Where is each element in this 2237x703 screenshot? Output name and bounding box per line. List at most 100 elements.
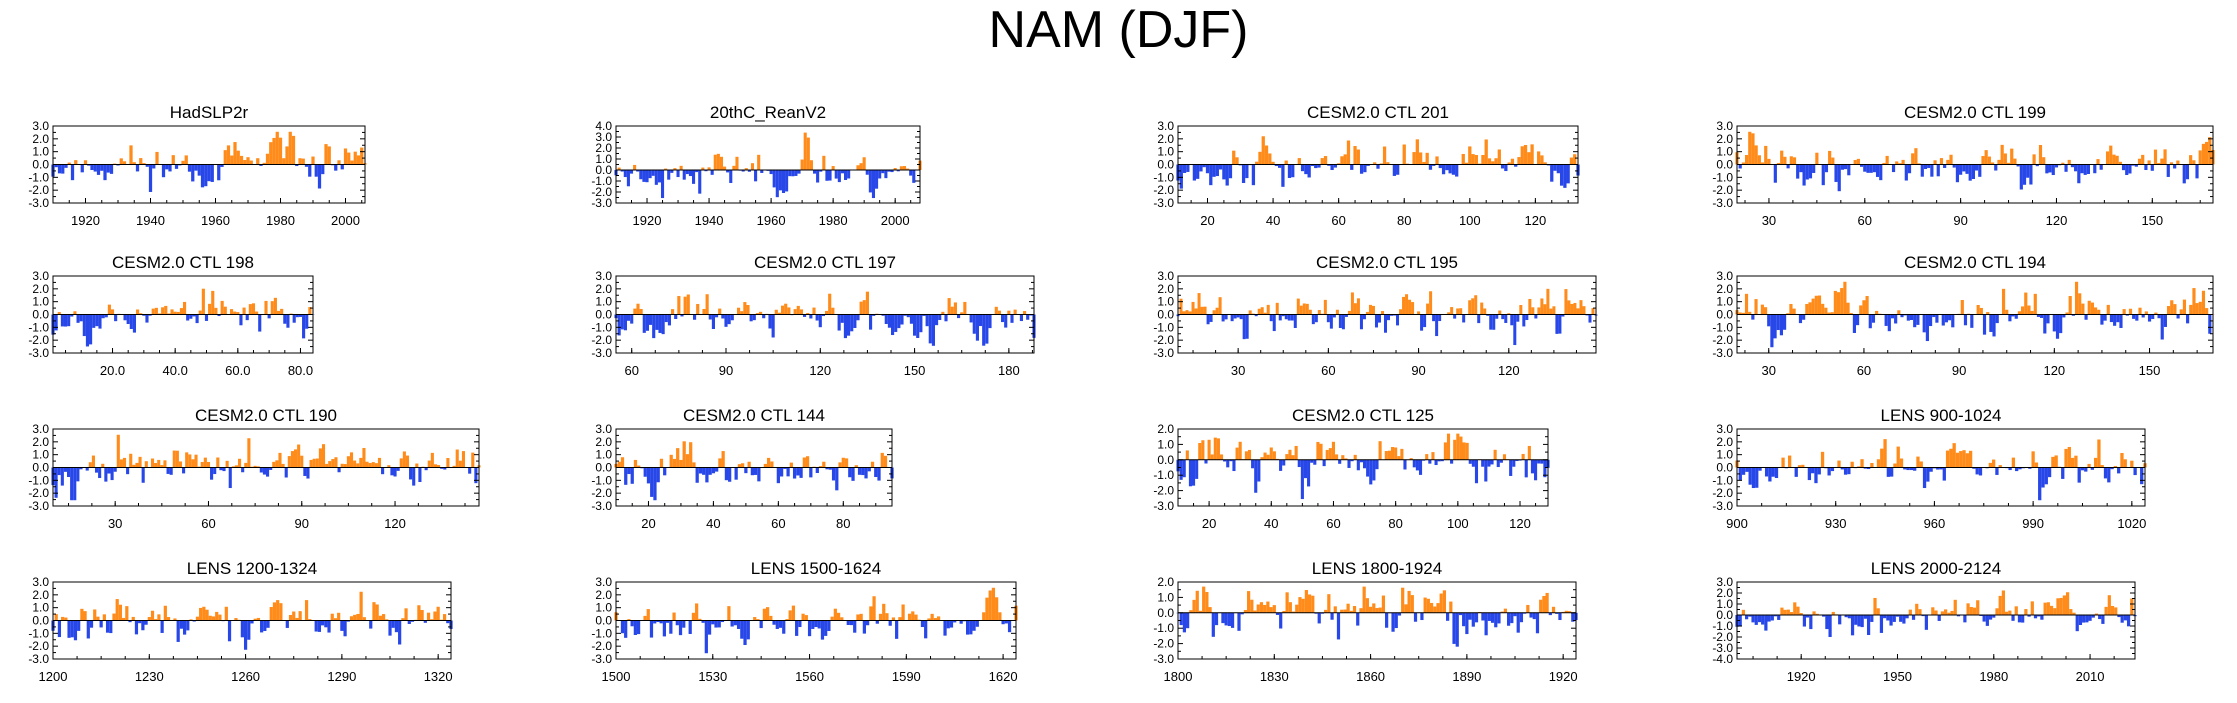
data-bar xyxy=(1419,460,1422,475)
data-bar xyxy=(1298,460,1301,467)
data-bar xyxy=(180,308,183,314)
data-bar xyxy=(266,154,269,165)
data-bar xyxy=(1226,165,1229,186)
data-bar xyxy=(718,621,721,628)
data-bar xyxy=(1910,315,1913,321)
data-bar xyxy=(1403,144,1406,164)
data-bar xyxy=(1516,315,1519,322)
y-tick-label: -3.0 xyxy=(1153,196,1174,210)
data-bar xyxy=(1196,165,1199,179)
x-tick-label: 1980 xyxy=(266,213,295,228)
data-bar xyxy=(969,621,972,635)
data-bar xyxy=(1327,594,1330,613)
data-bar xyxy=(406,456,409,468)
data-bar xyxy=(92,456,95,468)
data-bar xyxy=(1382,596,1385,613)
data-bar xyxy=(322,444,325,467)
panel-title: HadSLP2r xyxy=(170,103,249,122)
data-bar xyxy=(2094,307,2097,314)
data-bar xyxy=(1567,300,1570,314)
data-bar xyxy=(900,315,903,325)
data-bar xyxy=(1219,165,1222,170)
data-bar xyxy=(1401,588,1404,613)
data-bar xyxy=(1266,602,1269,613)
data-bar xyxy=(167,617,170,620)
data-bar xyxy=(116,599,119,620)
x-tick-label: 30 xyxy=(1231,363,1245,378)
panel-title: CESM2.0 CTL 197 xyxy=(754,253,896,272)
data-bar xyxy=(2124,459,2127,467)
data-bar xyxy=(1745,294,1748,315)
data-bar xyxy=(209,616,212,621)
data-bar xyxy=(1959,165,1962,175)
data-bar xyxy=(2011,615,2014,621)
data-bar xyxy=(728,468,731,482)
data-bar xyxy=(1870,615,1873,622)
data-bar xyxy=(1453,440,1456,460)
data-bar xyxy=(1788,456,1791,468)
data-bar xyxy=(1494,158,1497,164)
data-bar xyxy=(753,315,756,321)
panel-13: LENS 1500-16243.02.01.00.0-1.0-2.0-3.015… xyxy=(591,559,1017,684)
data-bar xyxy=(863,621,866,634)
data-bar xyxy=(838,315,841,331)
data-bar xyxy=(766,607,769,620)
y-tick-label: -3.0 xyxy=(28,652,49,666)
data-bar xyxy=(1413,460,1416,468)
panel-15: LENS 2000-21243.02.01.00.0-1.0-2.0-3.0-4… xyxy=(1712,559,2136,684)
data-bar xyxy=(1897,447,1900,468)
data-bar xyxy=(233,142,236,164)
data-bar xyxy=(1546,593,1549,613)
data-bar xyxy=(204,165,207,187)
data-bar xyxy=(832,468,835,481)
data-bar xyxy=(2071,458,2074,468)
data-bar xyxy=(1777,615,1780,620)
data-bar xyxy=(2205,308,2208,314)
data-bar xyxy=(1388,451,1391,460)
data-bar xyxy=(324,621,327,628)
data-bar xyxy=(468,468,471,474)
data-bar xyxy=(1742,468,1745,475)
data-bar xyxy=(1579,300,1582,314)
data-bar xyxy=(757,155,760,170)
data-bar xyxy=(305,600,308,620)
data-bar xyxy=(404,608,407,620)
data-bar xyxy=(97,165,100,175)
data-bar xyxy=(183,302,186,315)
x-tick-label: 1890 xyxy=(1452,669,1481,684)
data-bar xyxy=(911,611,914,620)
data-bar xyxy=(2033,154,2036,164)
data-bar xyxy=(1308,165,1311,178)
data-bar xyxy=(679,621,682,636)
data-bar xyxy=(1815,296,1818,315)
data-bar xyxy=(932,315,935,346)
data-bar xyxy=(1828,615,1831,637)
data-bar xyxy=(1994,165,1997,171)
data-bar xyxy=(1988,157,1991,165)
data-bar xyxy=(1324,156,1327,164)
data-bar xyxy=(173,451,176,468)
data-bar xyxy=(895,621,898,639)
data-bar xyxy=(860,163,863,170)
data-bar xyxy=(139,457,142,468)
data-bar xyxy=(446,458,449,468)
data-bar xyxy=(943,621,946,636)
data-bar xyxy=(2084,468,2087,472)
data-bar xyxy=(369,463,372,467)
data-bar xyxy=(1196,591,1199,613)
data-bar xyxy=(621,621,624,634)
data-bar xyxy=(2056,598,2059,615)
data-bar xyxy=(1427,599,1430,613)
data-bar xyxy=(241,621,244,638)
data-bar xyxy=(1225,613,1228,626)
data-bar xyxy=(1983,615,1986,622)
data-bar xyxy=(744,468,747,474)
data-bar xyxy=(372,462,375,467)
data-bar xyxy=(2120,453,2123,468)
data-bar xyxy=(1204,307,1207,315)
data-bar xyxy=(1001,621,1004,625)
data-bar xyxy=(111,309,114,314)
x-tick-label: 90 xyxy=(1411,363,1425,378)
data-bar xyxy=(354,152,357,165)
